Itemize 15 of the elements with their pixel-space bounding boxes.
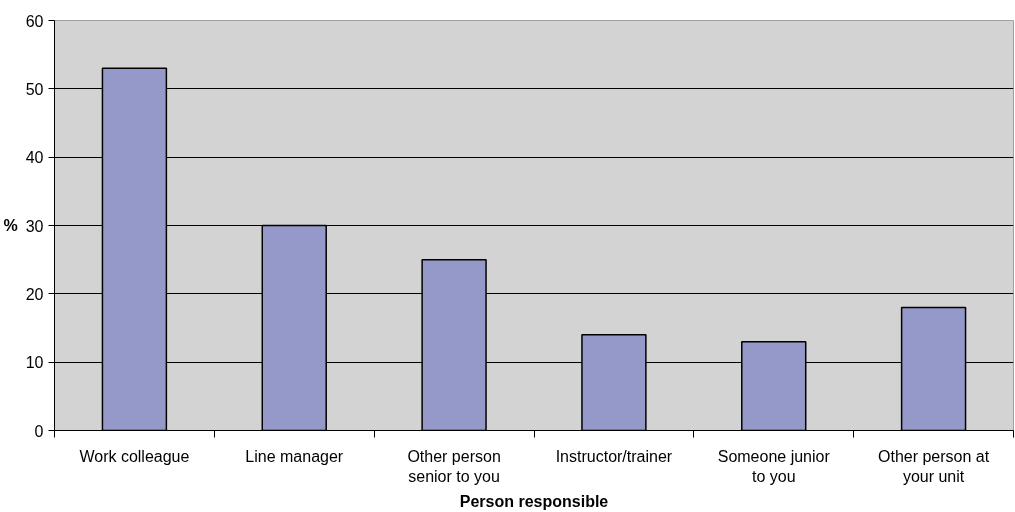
x-tick-label: Someone junior to you <box>717 447 831 485</box>
y-tick-label: 30 <box>25 217 44 235</box>
y-tick-label: 10 <box>25 354 44 372</box>
x-tick-label: Other person at your unit <box>878 447 990 485</box>
x-tick-label: Instructor/trainer <box>555 447 673 465</box>
y-tick-label: 20 <box>25 285 44 303</box>
y-axis-title: % <box>3 217 18 234</box>
y-tick-label: 40 <box>25 149 44 167</box>
x-tick-label: Line manager <box>245 447 344 465</box>
y-tick-label: 60 <box>25 12 44 30</box>
y-tick-label: 0 <box>34 422 44 440</box>
x-tick-label: Work colleague <box>79 447 190 465</box>
x-tick-label: Other person senior to you <box>407 447 501 485</box>
y-tick-label: 50 <box>25 80 44 98</box>
x-axis-title: Person responsible <box>459 492 609 510</box>
